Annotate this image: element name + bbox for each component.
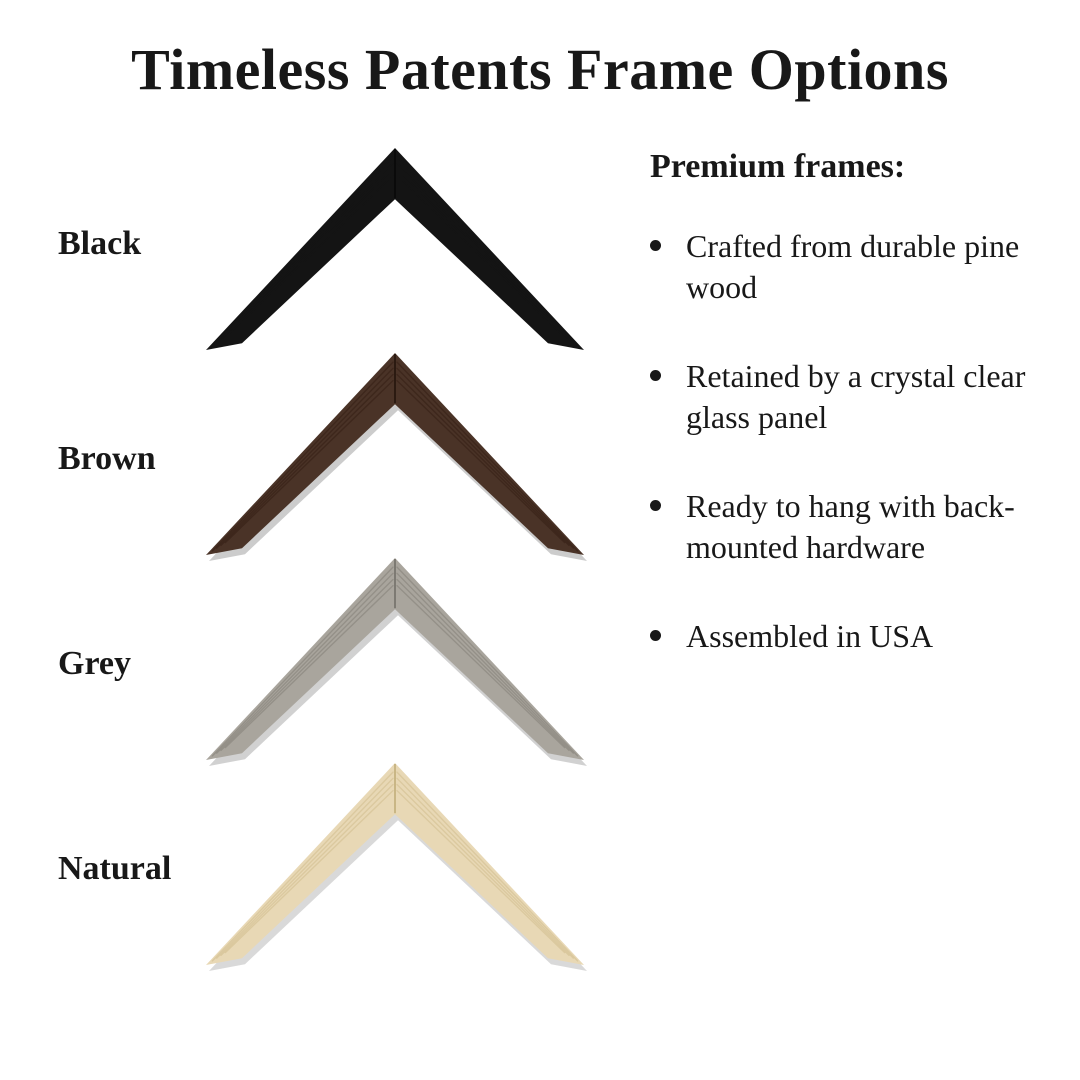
- list-item: Assembled in USA: [650, 616, 1030, 657]
- frame-label-natural: Natural: [58, 850, 218, 888]
- frame-sample-black: [200, 140, 590, 360]
- list-item: Ready to hang with back-mounted hardware: [650, 486, 1030, 568]
- list-item: Crafted from durable pine wood: [650, 226, 1030, 308]
- frame-label-grey: Grey: [58, 645, 218, 683]
- premium-frames-section: Premium frames: Crafted from durable pin…: [650, 148, 1030, 705]
- page-title: Timeless Patents Frame Options: [0, 36, 1080, 103]
- frame-sample-grey: [200, 550, 590, 770]
- premium-frames-list: Crafted from durable pine wood Retained …: [650, 226, 1030, 657]
- frame-label-brown: Brown: [58, 440, 218, 478]
- frame-sample-natural: [200, 755, 590, 975]
- page: Timeless Patents Frame Options Black Bro…: [0, 0, 1080, 1080]
- premium-frames-heading: Premium frames:: [650, 148, 1030, 186]
- frame-label-black: Black: [58, 225, 218, 263]
- list-item: Retained by a crystal clear glass panel: [650, 356, 1030, 438]
- frame-sample-brown: [200, 345, 590, 565]
